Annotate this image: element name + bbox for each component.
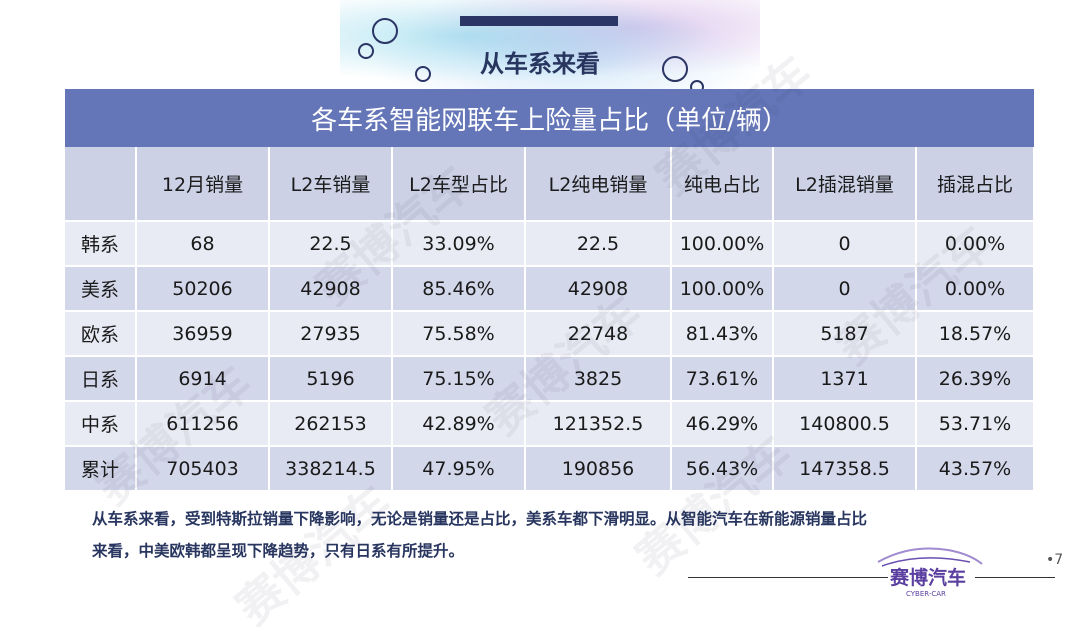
table-cell: 42908 [525,266,672,312]
table-header-row: 12月销量 L2车销量 L2车型占比 L2纯电销量 纯电占比 L2插混销量 插混… [65,147,1035,222]
table-cell: 43.57% [916,446,1035,492]
table-cell: 0 [773,221,917,267]
table-cell: 56.43% [671,446,774,492]
table-cell: 100.00% [671,266,774,312]
column-header: 12月销量 [136,147,270,222]
table-cell: 22.5 [269,221,393,267]
table-cell: 0 [773,266,917,312]
table-cell: 53.71% [916,401,1035,447]
table-row: 美系 50206 42908 85.46% 42908 100.00% 0 0.00% [65,266,1035,312]
table-cell: 46.29% [671,401,774,447]
column-header: L2车销量 [269,147,393,222]
bubble-decoration [662,56,688,82]
table-cell: 42.89% [392,401,526,447]
summary-line: 从车系来看，受到特斯拉销量下降影响，无论是销量还是占比，美系车都下滑明显。从智能… [92,510,868,528]
table-title-banner: 各车系智能网联车上险量占比（单位/辆） [65,89,1034,147]
footer-divider [688,577,888,578]
table-cell: 6914 [136,356,270,402]
table-cell: 147358.5 [773,446,917,492]
table-cell: 22.5 [525,221,672,267]
table-row: 韩系 68 22.5 33.09% 22.5 100.00% 0 0.00% [65,221,1035,267]
table-cell: 42908 [269,266,393,312]
table-cell: 75.15% [392,356,526,402]
company-logo: 赛博汽车 CYBER-CAR [877,547,983,598]
column-header: 插混占比 [916,147,1035,222]
table-cell: 75.58% [392,311,526,357]
summary-line: 来看，中美欧韩都呈现下降趋势，只有日系有所提升。 [92,542,465,560]
bubble-decoration [358,43,374,59]
bubble-decoration [372,18,398,44]
footer-divider [975,577,1055,578]
table-cell: 81.43% [671,311,774,357]
table-cell: 68 [136,221,270,267]
logo-subtitle: CYBER-CAR [906,590,946,598]
table-cell: 22748 [525,311,672,357]
table-cell: 27935 [269,311,393,357]
table-row: 累计 705403 338214.5 47.95% 190856 56.43% 147358… [65,446,1035,492]
column-header [65,147,137,222]
table-row: 日系 6914 5196 75.15% 3825 73.61% 1371 26.39% [65,356,1035,402]
table-cell: 0.00% [916,221,1035,267]
table-cell: 0.00% [916,266,1035,312]
table-row: 欧系 36959 27935 75.58% 22748 81.43% 5187 18.57% [65,311,1035,357]
bubble-decoration [415,66,431,82]
table-cell: 5187 [773,311,917,357]
table-cell: 262153 [269,401,393,447]
table-cell: 73.61% [671,356,774,402]
row-label: 中系 [65,401,137,447]
table-cell: 100.00% [671,221,774,267]
table-cell: 611256 [136,401,270,447]
row-label: 累计 [65,446,137,492]
row-label: 日系 [65,356,137,402]
table-cell: 26.39% [916,356,1035,402]
table-cell: 50206 [136,266,270,312]
table-cell: 338214.5 [269,446,393,492]
table-cell: 190856 [525,446,672,492]
page-title: 从车系来看 [480,50,600,78]
logo-name: 赛博汽车 [889,566,966,589]
summary-text: 从车系来看，受到特斯拉销量下降影响，无论是销量还是占比，美系车都下滑明显。从智能… [92,503,1022,567]
data-table: 12月销量 L2车销量 L2车型占比 L2纯电销量 纯电占比 L2插混销量 插混… [65,147,1035,492]
column-header: 纯电占比 [671,147,774,222]
table-cell: 121352.5 [525,401,672,447]
column-header: L2纯电销量 [525,147,672,222]
table-cell: 3825 [525,356,672,402]
table-cell: 705403 [136,446,270,492]
header-accent-bar [460,16,618,26]
table-title: 各车系智能网联车上险量占比（单位/辆） [311,105,788,136]
page-number: •7 [1046,552,1064,568]
table-cell: 36959 [136,311,270,357]
row-label: 韩系 [65,221,137,267]
table-cell: 85.46% [392,266,526,312]
table-row: 中系 611256 262153 42.89% 121352.5 46.29% 140800… [65,401,1035,447]
header-splash-decoration [340,0,760,90]
table-cell: 33.09% [392,221,526,267]
column-header: L2插混销量 [773,147,917,222]
column-header: L2车型占比 [392,147,526,222]
row-label: 欧系 [65,311,137,357]
table-cell: 140800.5 [773,401,917,447]
table-cell: 18.57% [916,311,1035,357]
row-label: 美系 [65,266,137,312]
table-cell: 47.95% [392,446,526,492]
table-cell: 5196 [269,356,393,402]
table-cell: 1371 [773,356,917,402]
